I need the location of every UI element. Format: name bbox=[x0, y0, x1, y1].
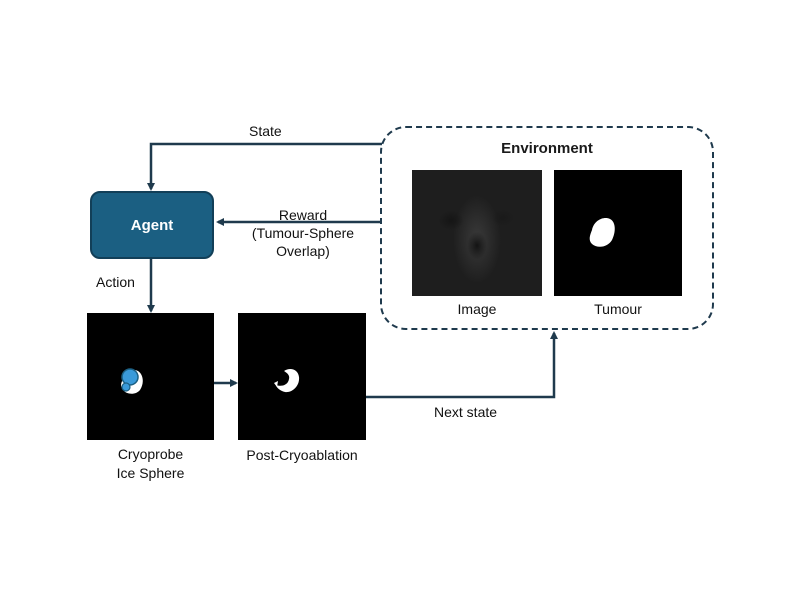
next-state-label: Next state bbox=[434, 404, 498, 420]
agent-box: Agent bbox=[90, 191, 214, 259]
environment-box bbox=[380, 126, 714, 330]
cryoprobe-label-1: Cryoprobe bbox=[117, 446, 184, 462]
agent-label: Agent bbox=[130, 216, 174, 234]
tumour-shape bbox=[589, 218, 615, 247]
cryoprobe-panel bbox=[87, 313, 214, 440]
reward-label-2: (Tumour-Sphere bbox=[251, 225, 355, 241]
post-cryoablation-panel bbox=[238, 313, 366, 440]
tumour-mask bbox=[554, 170, 682, 296]
action-label: Action bbox=[96, 274, 135, 290]
residual-tumour-shape bbox=[274, 369, 300, 393]
reward-label-1: Reward bbox=[278, 207, 328, 223]
next-state-arrow bbox=[366, 331, 558, 399]
environment-title: Environment bbox=[501, 140, 593, 157]
image-label: Image bbox=[457, 301, 497, 317]
cryoprobe-label-2: Ice Sphere bbox=[116, 465, 185, 481]
state-label: State bbox=[249, 123, 282, 139]
mri-image bbox=[412, 170, 542, 296]
state-arrow bbox=[147, 142, 382, 191]
reward-label-3: Overlap) bbox=[276, 243, 330, 259]
post-cryoablation-label: Post-Cryoablation bbox=[246, 447, 358, 463]
ice-sphere-overlay bbox=[121, 368, 143, 394]
tumour-label: Tumour bbox=[594, 301, 642, 317]
